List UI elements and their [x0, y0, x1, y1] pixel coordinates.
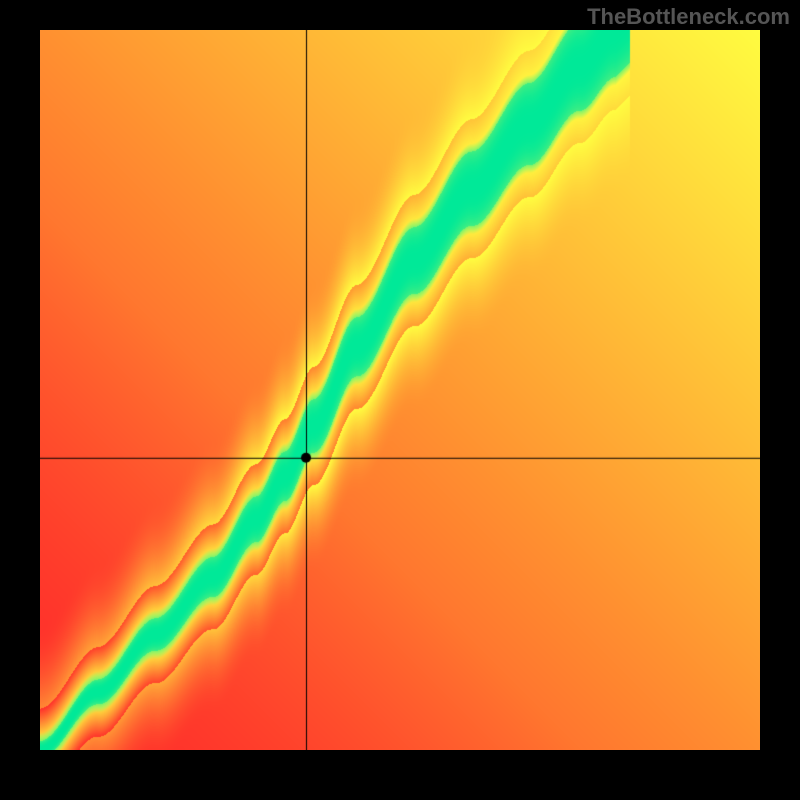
chart-container: TheBottleneck.com	[0, 0, 800, 800]
heatmap-canvas	[40, 30, 760, 750]
plot-area	[40, 30, 760, 750]
watermark-text: TheBottleneck.com	[587, 4, 790, 30]
